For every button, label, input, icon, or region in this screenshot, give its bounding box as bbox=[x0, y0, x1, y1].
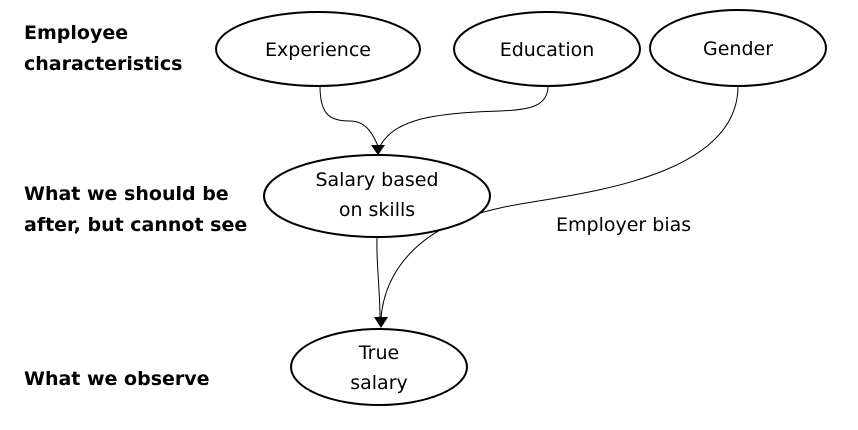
node-label: Education bbox=[500, 39, 595, 61]
edge-gender-to-true-salary bbox=[380, 85, 739, 319]
row-label-line: characteristics bbox=[24, 53, 182, 75]
row-label-observed: What we observe bbox=[24, 368, 210, 390]
node-true-salary: True salary bbox=[290, 328, 468, 406]
node-label-line: on skills bbox=[339, 199, 415, 221]
node-label: Experience bbox=[265, 39, 371, 61]
edge-label-employer-bias: Employer bias bbox=[556, 214, 691, 236]
node-label-line: Salary based bbox=[315, 169, 438, 191]
arrowhead-true-salary bbox=[374, 317, 388, 328]
edge-education-to-skill-salary bbox=[379, 85, 549, 147]
arrowhead-skill-salary bbox=[371, 145, 385, 155]
node-ellipse bbox=[453, 11, 641, 87]
node-experience: Experience bbox=[215, 11, 421, 87]
row-label-line: What we observe bbox=[24, 368, 210, 390]
node-ellipse bbox=[215, 11, 421, 87]
row-label-characteristics: Employee characteristics bbox=[24, 22, 182, 75]
node-label-line: True bbox=[358, 342, 399, 364]
row-label-line: What we should be bbox=[24, 183, 229, 205]
row-label-unobserved: What we should be after, but cannot see bbox=[24, 183, 247, 236]
node-ellipse bbox=[263, 154, 491, 238]
edges bbox=[319, 85, 739, 328]
node-label: Gender bbox=[703, 38, 773, 60]
node-gender: Gender bbox=[649, 9, 827, 87]
node-ellipse bbox=[290, 328, 468, 406]
node-education: Education bbox=[453, 11, 641, 87]
node-ellipse bbox=[649, 9, 827, 87]
row-label-line: after, but cannot see bbox=[24, 214, 247, 236]
row-label-line: Employee bbox=[24, 22, 128, 44]
edge-experience-to-skill-salary bbox=[319, 85, 379, 147]
node-salary-based-on-skills: Salary based on skills bbox=[263, 154, 491, 238]
node-label-line: salary bbox=[350, 372, 408, 394]
edge-skill-salary-to-true-salary bbox=[376, 236, 381, 319]
